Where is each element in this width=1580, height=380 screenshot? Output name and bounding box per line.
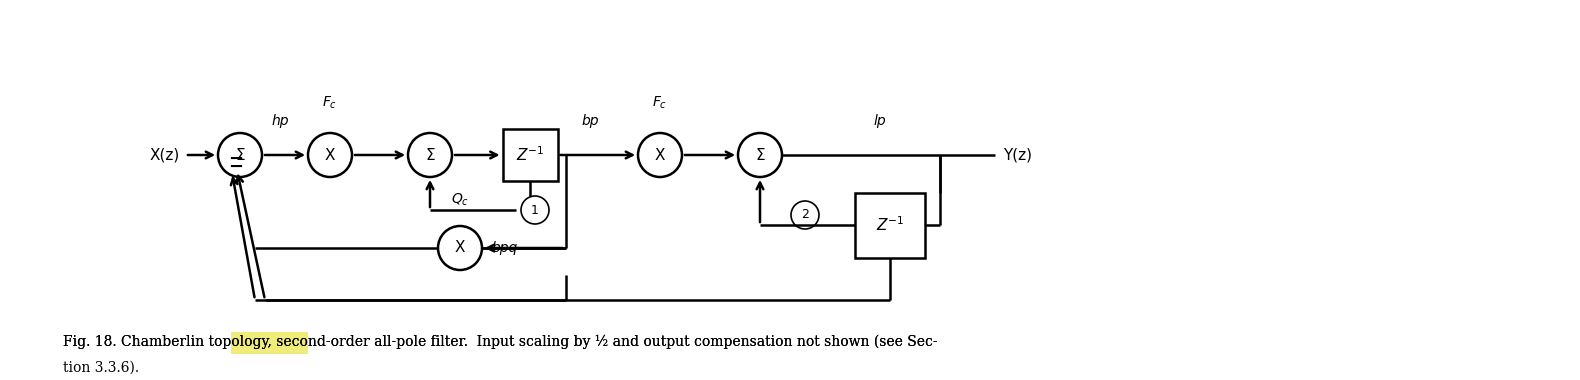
Text: bp: bp (581, 114, 599, 128)
Text: tion 3.3.6).: tion 3.3.6). (63, 361, 139, 375)
Text: X: X (325, 147, 335, 163)
Text: Y(z): Y(z) (1003, 147, 1032, 163)
Text: hp: hp (272, 114, 289, 128)
Text: X: X (455, 241, 465, 255)
Text: −: − (229, 150, 243, 168)
Text: X: X (654, 147, 665, 163)
Text: $F_c$: $F_c$ (653, 95, 668, 111)
Text: $Z^{-1}$: $Z^{-1}$ (515, 146, 544, 164)
Text: X(z): X(z) (150, 147, 180, 163)
Text: bpq: bpq (491, 241, 518, 255)
Bar (855, 193, 924, 258)
Text: $\Sigma$: $\Sigma$ (235, 147, 245, 163)
Text: lp: lp (874, 114, 886, 128)
Text: $\Sigma$: $\Sigma$ (425, 147, 436, 163)
Text: Fig. 18. Chamberlin topology, second-order all-pole filter.  Input scaling by ½ : Fig. 18. Chamberlin topology, second-ord… (63, 334, 939, 349)
Text: 2: 2 (801, 209, 809, 222)
Text: Fig. 18. Chamberlin topology, second-order all-pole filter.  Input scaling by ½ : Fig. 18. Chamberlin topology, second-ord… (63, 334, 939, 349)
Text: $F_c$: $F_c$ (322, 95, 338, 111)
Text: 1: 1 (531, 204, 539, 217)
Text: $Z^{-1}$: $Z^{-1}$ (875, 216, 904, 234)
Text: $Q_c$: $Q_c$ (450, 192, 469, 208)
Text: −: − (229, 158, 243, 176)
Text: $\Sigma$: $\Sigma$ (755, 147, 765, 163)
Bar (502, 129, 558, 181)
